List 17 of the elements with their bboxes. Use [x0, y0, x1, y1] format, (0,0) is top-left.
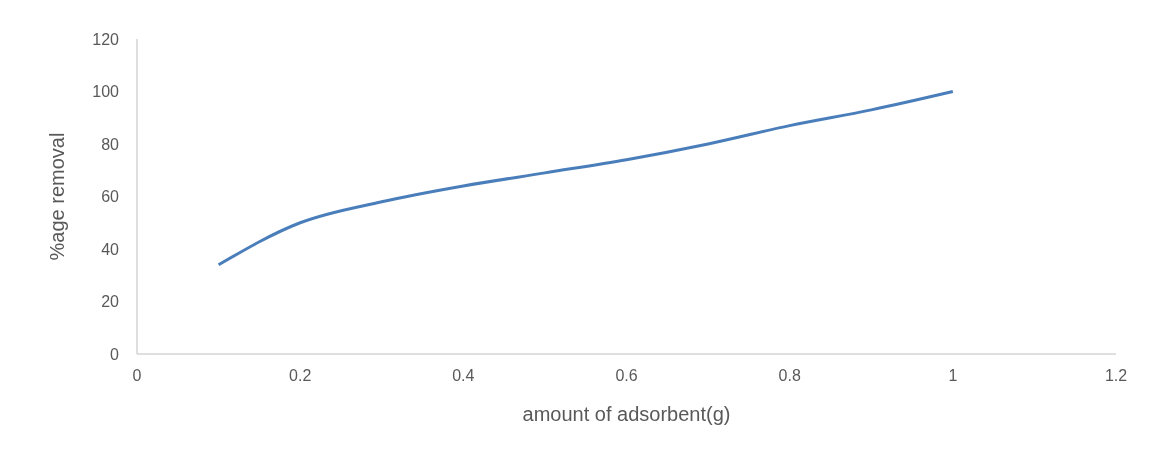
- y-tick-label: 40: [101, 240, 120, 258]
- x-tick-label: 0.6: [615, 367, 638, 385]
- y-tick-label: 80: [101, 135, 120, 153]
- x-tick-label: 0.4: [452, 367, 475, 385]
- y-tick-label: 20: [101, 293, 120, 311]
- y-tick-label: 120: [92, 30, 120, 48]
- y-tick-label: 60: [101, 188, 120, 206]
- line-series: [217, 90, 955, 267]
- x-tick-label: 0.2: [289, 367, 312, 385]
- y-tick-label: 100: [92, 83, 120, 101]
- x-tick-label: 0.8: [778, 367, 801, 385]
- x-tick-label: 1.2: [1104, 367, 1128, 385]
- y-tick-label: 0: [110, 345, 120, 363]
- x-tick-label: 1: [948, 367, 958, 385]
- x-tick-label: 0: [132, 367, 142, 385]
- x-axis-title: amount of adsorbent(g): [522, 403, 731, 425]
- y-axis-title: %age removal: [46, 132, 69, 261]
